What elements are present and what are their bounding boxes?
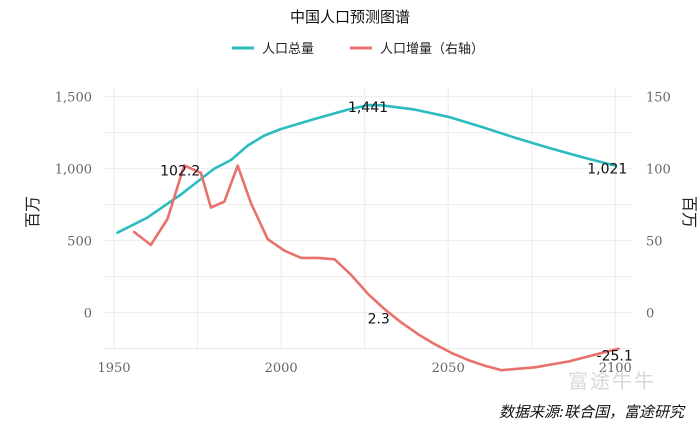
legend-label-2: 人口增量（右轴）	[380, 42, 484, 57]
data-labels: 1,441 1,021 102.2 2.3 -25.1	[160, 100, 633, 365]
x-tick-label: 2000	[265, 361, 298, 376]
y-axis-left-label: 百万	[23, 196, 42, 228]
series-line-2	[132, 164, 620, 372]
x-tick-label: 2100	[599, 361, 632, 376]
legend-label-1: 人口总量	[262, 42, 314, 57]
y-left-tick-label: 0	[84, 307, 92, 322]
y-axis-right-label: 百万	[680, 196, 699, 228]
x-tick-label: 1950	[97, 361, 130, 376]
y-left-tick-label: 1,500	[55, 91, 92, 106]
chart-title: 中国人口预测图谱	[290, 8, 410, 26]
axis-ticks: 1950 2000 2050 2100 0 500 1,000 1,500 0 50 100 150	[55, 91, 671, 376]
legend: 人口总量 人口增量（右轴）	[232, 42, 484, 57]
y-right-tick-label: 150	[646, 91, 671, 106]
watermark: 富途牛牛	[568, 369, 656, 393]
source-note: 数据来源:联合国，富途研究	[498, 403, 684, 421]
y-right-tick-label: 0	[646, 307, 654, 322]
y-left-tick-label: 1,000	[55, 163, 92, 178]
y-right-tick-label: 50	[646, 235, 663, 250]
data-label: 1,021	[587, 162, 627, 178]
data-label: 1,441	[348, 100, 388, 116]
y-left-tick-label: 500	[67, 235, 92, 250]
data-label: -25.1	[597, 349, 633, 365]
y-right-tick-label: 100	[646, 163, 671, 178]
data-label: 102.2	[160, 163, 200, 179]
series-lines	[116, 103, 620, 372]
x-tick-label: 2050	[432, 361, 465, 376]
data-label: 2.3	[368, 311, 390, 327]
series-line-1	[116, 103, 617, 234]
